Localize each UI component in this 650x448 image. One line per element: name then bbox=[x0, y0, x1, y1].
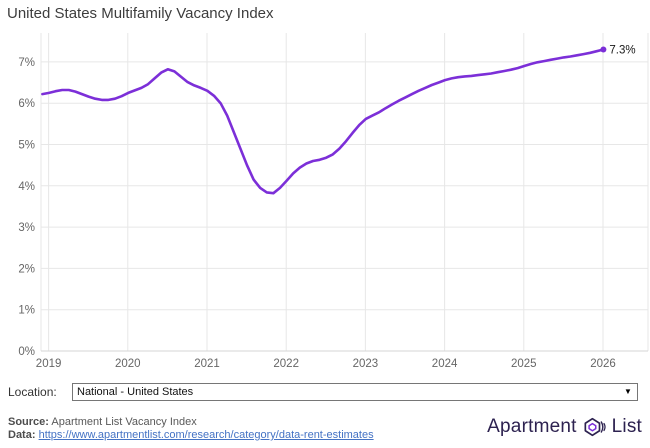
source-text: Apartment List Vacancy Index bbox=[51, 416, 197, 428]
x-tick-label: 2024 bbox=[432, 358, 458, 370]
x-tick-label: 2020 bbox=[115, 358, 141, 370]
x-tick-label: 2022 bbox=[273, 358, 299, 370]
x-tick-label: 2026 bbox=[590, 358, 616, 370]
data-label: Data: bbox=[8, 429, 36, 441]
logo-word-apartment: Apartment bbox=[487, 416, 577, 437]
data-line: Data: https://www.apartmentlist.com/rese… bbox=[8, 429, 374, 441]
y-tick-label: 7% bbox=[18, 57, 35, 69]
logo-word-list: List bbox=[611, 416, 642, 437]
y-tick-label: 3% bbox=[18, 222, 35, 234]
data-link[interactable]: https://www.apartmentlist.com/research/c… bbox=[38, 429, 374, 441]
y-tick-label: 5% bbox=[18, 140, 35, 152]
x-tick-label: 2025 bbox=[511, 358, 537, 370]
location-label: Location: bbox=[8, 385, 57, 399]
source-label: Source: bbox=[8, 416, 49, 428]
series-end-marker bbox=[600, 46, 607, 53]
x-tick-label: 2021 bbox=[194, 358, 220, 370]
y-tick-label: 6% bbox=[18, 98, 35, 110]
vacancy-line[interactable] bbox=[41, 48, 605, 195]
x-tick-label: 2019 bbox=[36, 358, 62, 370]
y-tick-label: 1% bbox=[18, 305, 35, 317]
x-tick-label: 2023 bbox=[353, 358, 379, 370]
y-tick-label: 4% bbox=[18, 181, 35, 193]
y-tick-label: 2% bbox=[18, 263, 35, 275]
source-line: Source: Apartment List Vacancy Index bbox=[8, 416, 197, 428]
vacancy-index-chart[interactable]: 0% 1% 2% 3% 4% 5% 6% 7% 2019 2020 2021 2022 2023 2024… bbox=[0, 0, 650, 378]
apartment-list-logo[interactable]: Apartment List bbox=[487, 412, 642, 442]
series-end-label: 7.3% bbox=[609, 45, 635, 57]
y-tick-label: 0% bbox=[18, 346, 35, 358]
location-select[interactable]: National - United States bbox=[72, 383, 638, 401]
apartment-list-logo-icon bbox=[582, 414, 607, 440]
page-title: United States Multifamily Vacancy Index bbox=[7, 5, 274, 22]
